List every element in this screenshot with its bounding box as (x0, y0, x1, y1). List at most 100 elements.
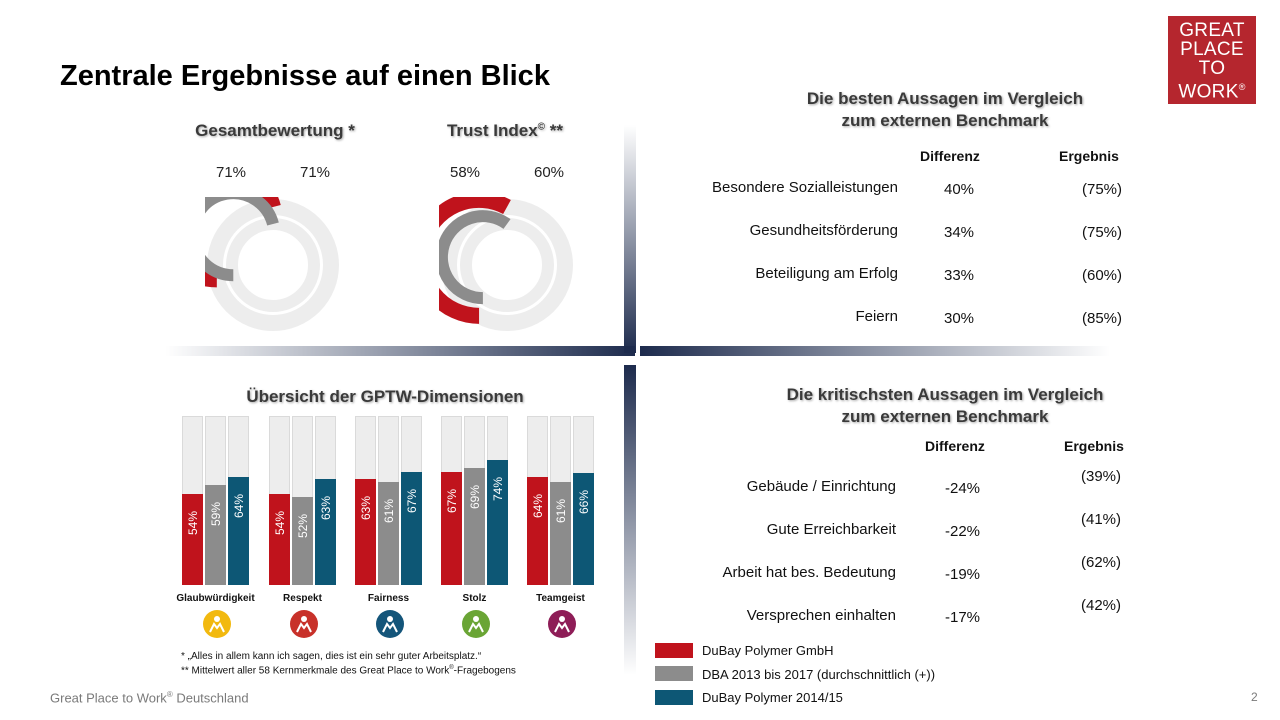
bar-respekt-2 (315, 478, 336, 585)
bar-glaubwürdigkeit-2 (228, 476, 249, 585)
bar-value-label: 67% (404, 488, 419, 513)
statement-label: Arbeit hat bes. Bedeutung (722, 564, 896, 581)
bar-value-label: 63% (318, 495, 333, 520)
bar-respekt-0 (269, 493, 290, 585)
gesamtbewertung-donut (205, 197, 339, 331)
logo-line: GREAT (1179, 20, 1245, 41)
statement-result: (42%) (1081, 597, 1122, 614)
page-number: 2 (1251, 690, 1258, 704)
bar-stolz-0 (441, 471, 462, 585)
bar-teamgeist-1 (550, 481, 571, 585)
bar-stolz-2 (487, 459, 508, 585)
bar-respekt-1 (292, 497, 313, 585)
legend-swatch-dubay-2014 (655, 690, 693, 705)
trust-index-donut (439, 197, 573, 331)
statement-result: (75%) (1082, 181, 1123, 198)
bar-value-label: 54% (185, 510, 200, 535)
page-title: Zentrale Ergebnisse auf einen Blick (60, 60, 550, 92)
trust-index-inner-label: 60% (534, 164, 565, 181)
statement-difference: 30% (944, 310, 975, 327)
bar-teamgeist-2 (573, 473, 594, 585)
bar-fairness-1 (378, 481, 399, 585)
statement-result: (62%) (1081, 554, 1122, 571)
great-place-to-work-logo: GREAT PLACE TO WORK® (1168, 16, 1256, 104)
statement-result: (39%) (1081, 468, 1122, 485)
legend-swatch-dba (655, 666, 693, 681)
kritische-aussagen-title: Die kritischsten Aussagen im Vergleich z… (786, 385, 1104, 426)
bar-value-label: 64% (231, 493, 246, 518)
statement-difference: 34% (944, 224, 975, 241)
divider-horizontal-right (640, 346, 1110, 356)
statement-difference: 40% (944, 181, 975, 198)
dimension-label: Glaubwürdigkeit (176, 593, 255, 604)
stolz-icon (462, 610, 490, 638)
bar-value-label: 54% (272, 510, 287, 535)
trust-index-outer-label: 58% (450, 164, 481, 181)
beste-aussagen-title: Die besten Aussagen im Vergleich zum ext… (806, 89, 1084, 130)
bar-fairness-0 (355, 478, 376, 585)
statement-difference: -24% (945, 480, 981, 497)
gesamtbewertung-outer-label: 71% (216, 164, 247, 181)
statement-result: (60%) (1082, 267, 1123, 284)
bar-value-label: 69% (467, 485, 482, 510)
statement-label: Gesundheitsförderung (749, 222, 898, 239)
beste-header-differenz: Differenz (920, 148, 980, 164)
teamgeist-icon (548, 610, 576, 638)
statement-label: Feiern (855, 308, 898, 325)
dimension-label: Stolz (462, 593, 487, 604)
divider-horizontal-left (165, 346, 635, 356)
inner-ring-track (226, 218, 320, 312)
statement-difference: -22% (945, 523, 981, 540)
statement-label: Beteiligung am Erfolg (755, 265, 898, 282)
bar-value-label: 59% (208, 502, 223, 527)
bar-value-label: 66% (576, 490, 591, 515)
footnote-1: * „Alles in allem kann ich sagen, dies i… (181, 651, 482, 662)
statement-result: (41%) (1081, 511, 1122, 528)
statement-label: Versprechen einhalten (746, 607, 896, 624)
inner-ring-value (205, 197, 279, 282)
bar-glaubwürdigkeit-1 (205, 485, 226, 585)
footer-text: Great Place to Work® Deutschland (50, 690, 249, 706)
bar-value-label: 64% (530, 493, 545, 518)
respekt-icon (290, 610, 318, 638)
bar-value-label: 61% (381, 498, 396, 523)
bar-fairness-2 (401, 471, 422, 585)
statement-label: Gebäude / Einrichtung (746, 478, 896, 495)
statement-label: Gute Erreichbarkeit (766, 521, 896, 538)
bar-glaubwürdigkeit-0 (182, 493, 203, 585)
bar-teamgeist-0 (527, 476, 548, 585)
kritisch-header-differenz: Differenz (925, 438, 985, 454)
inner-ring-value (439, 210, 511, 305)
outer-ring-value (439, 197, 511, 324)
dimensionen-bar-chart: 54% 59% 64% Glaubwürdigkeit 54% 52% 63% Respekt… (0, 0, 594, 638)
legend-label-dubay-gmbh: DuBay Polymer GmbH (702, 643, 834, 658)
bar-value-label: 63% (358, 495, 373, 520)
gesamtbewertung-inner-label: 71% (300, 164, 331, 181)
statement-result: (75%) (1082, 224, 1123, 241)
statement-result: (85%) (1082, 310, 1123, 327)
legend-label-dubay-2014: DuBay Polymer 2014/15 (702, 690, 843, 705)
kritisch-header-ergebnis: Ergebnis (1064, 438, 1124, 454)
bar-value-label: 67% (444, 488, 459, 513)
logo-line: PLACE (1180, 39, 1244, 60)
divider-vertical-top (624, 125, 636, 353)
dimension-label: Fairness (367, 593, 410, 604)
statement-difference: -17% (945, 609, 981, 626)
legend-swatch-dubay-gmbh (655, 643, 693, 658)
bar-value-label: 74% (490, 476, 505, 501)
dimensionen-title: Übersicht der GPTW-Dimensionen (246, 387, 524, 406)
statement-difference: 33% (944, 267, 975, 284)
divider-vertical-bottom (624, 365, 636, 675)
bar-value-label: 61% (553, 498, 568, 523)
bar-value-label: 52% (295, 514, 310, 539)
bar-stolz-1 (464, 468, 485, 585)
dimension-label: Respekt (283, 593, 322, 604)
footnote-2: ** Mittelwert aller 58 Kernmerkmale des … (181, 665, 516, 677)
fairness-icon (376, 610, 404, 638)
dimension-label: Teamgeist (536, 593, 585, 604)
beste-header-ergebnis: Ergebnis (1059, 148, 1119, 164)
glaubwuerdigkeit-icon (203, 610, 231, 638)
logo-line: TO (1198, 58, 1226, 79)
legend-label-dba: DBA 2013 bis 2017 (durchschnittlich (+)) (702, 667, 936, 682)
logo-line: WORK® (1178, 81, 1246, 103)
